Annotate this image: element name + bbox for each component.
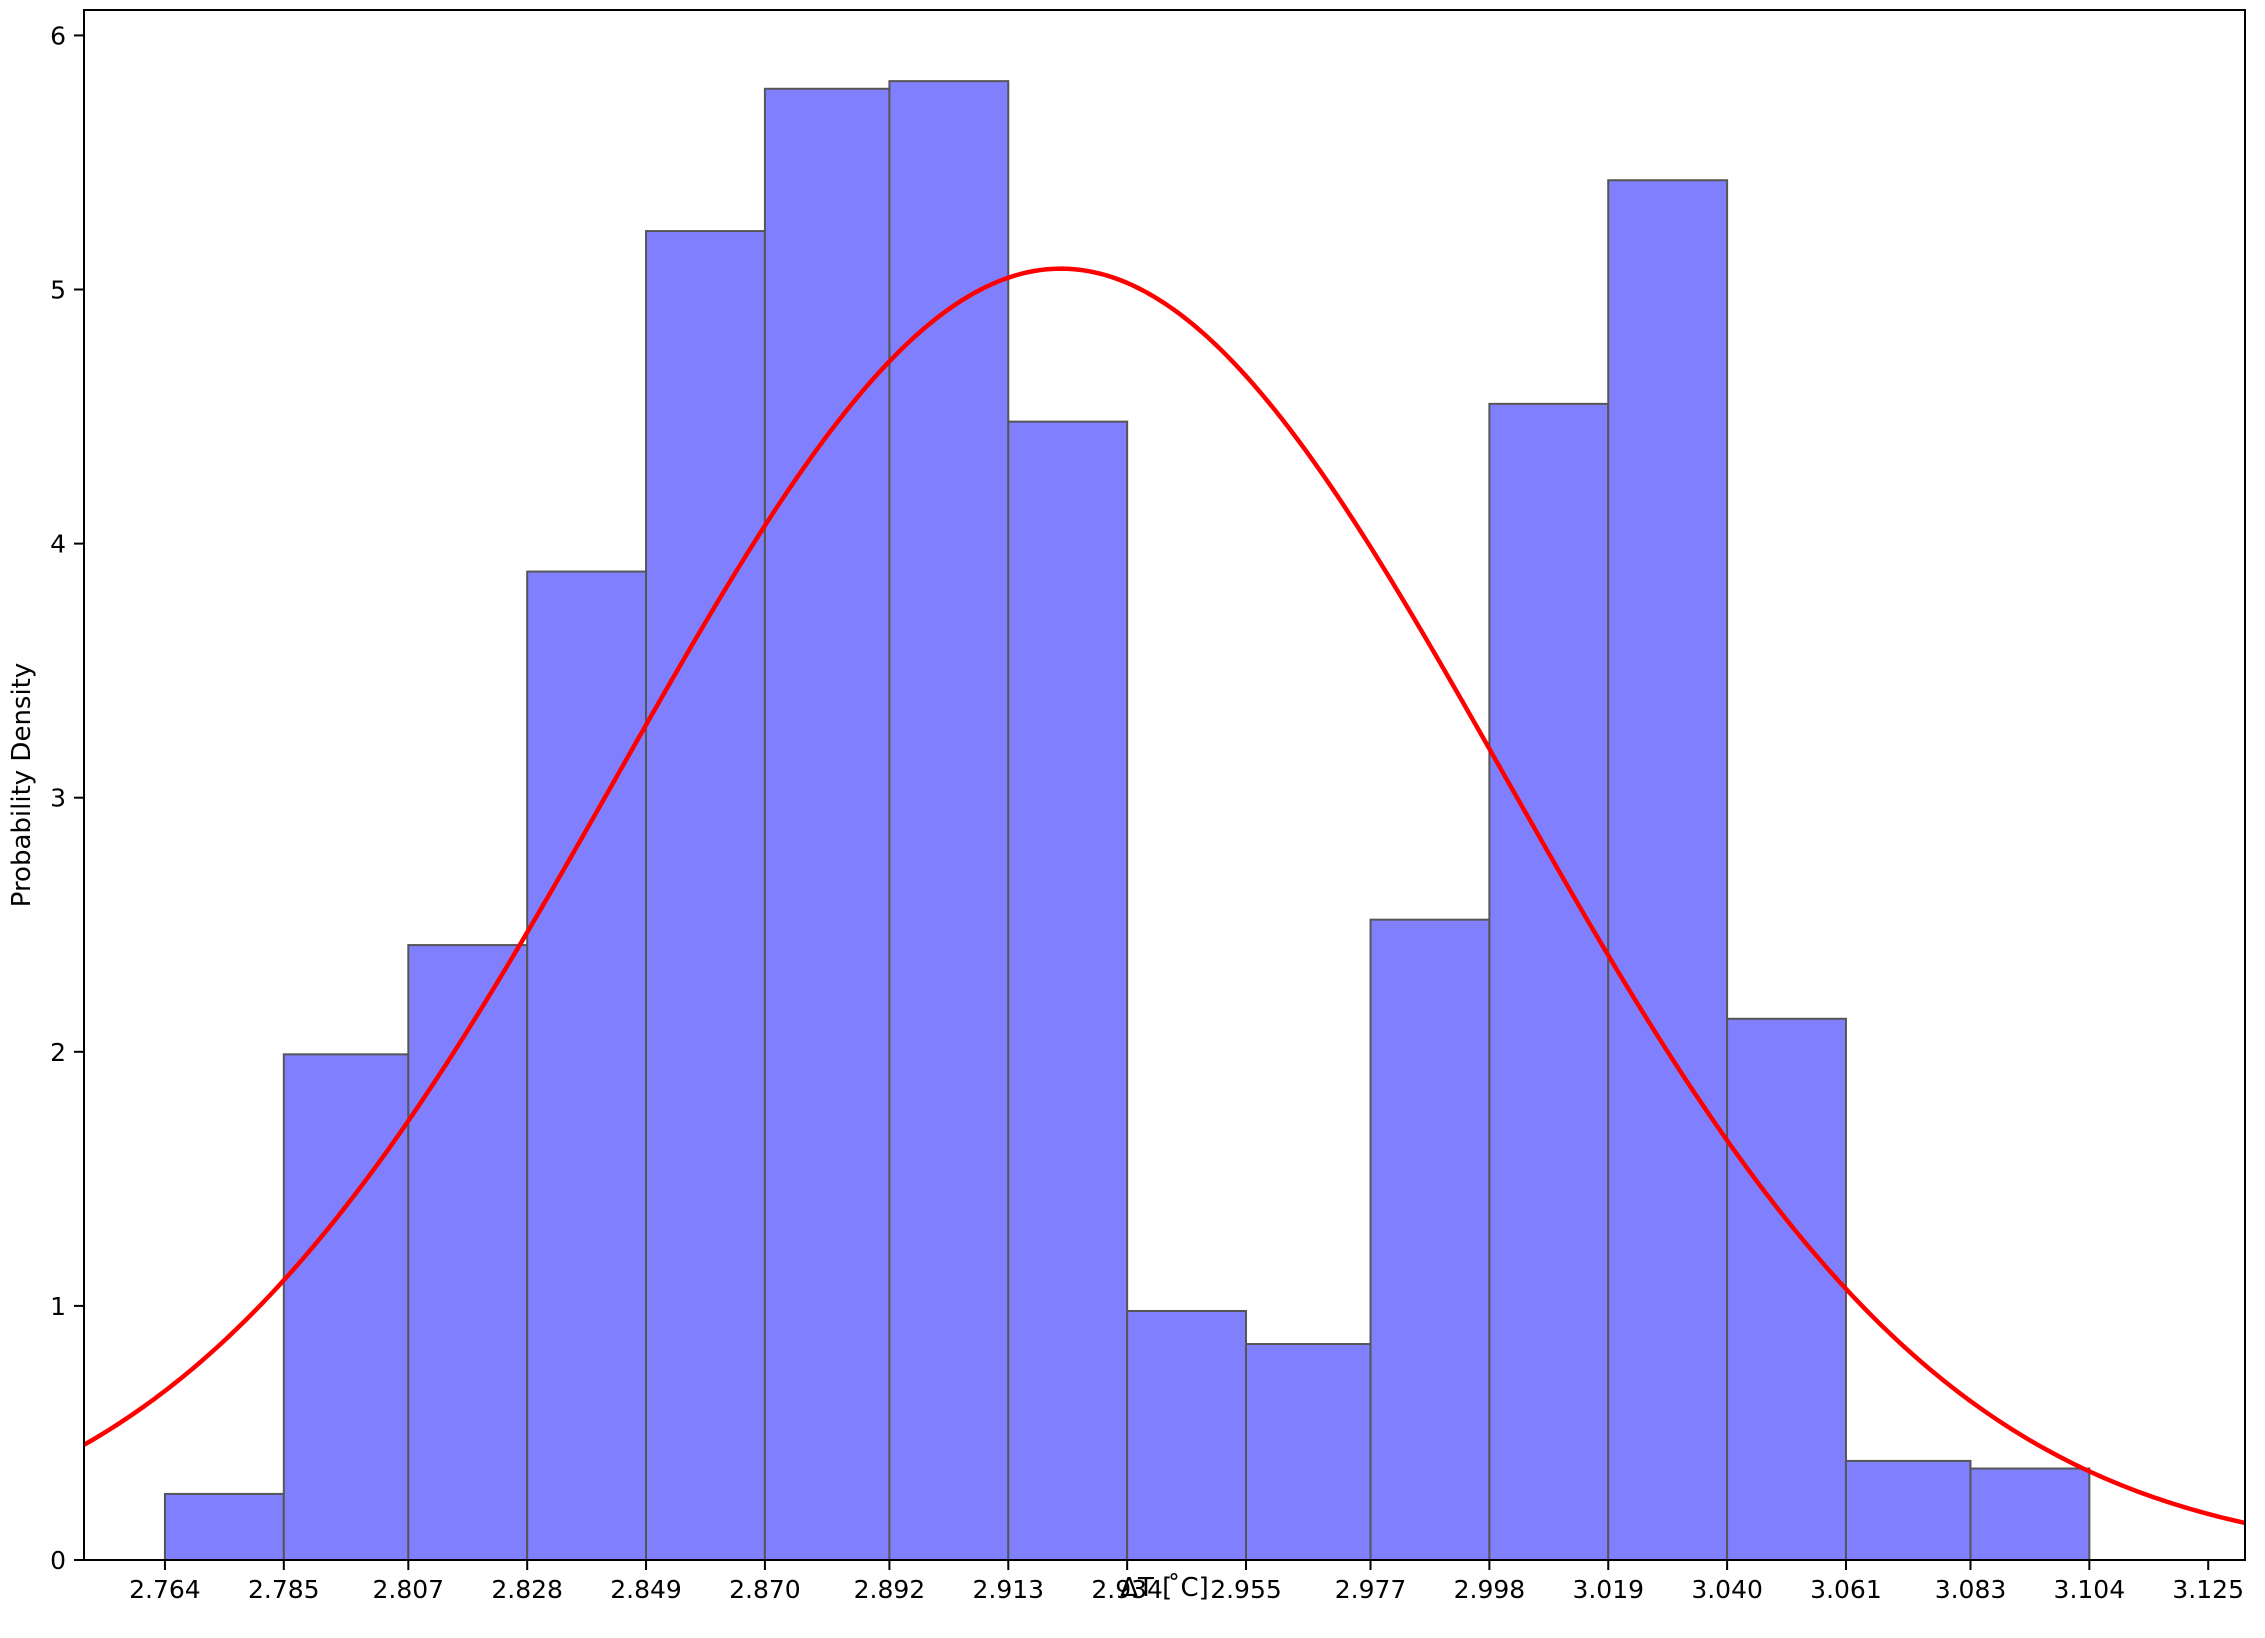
x-axis-ticks: 2.764 2.785 2.807 2.828 2.849 2.870 2.892 2.913… bbox=[129, 1560, 2244, 1604]
x-tick-label: 2.892 bbox=[854, 1575, 926, 1604]
x-tick-label: 3.104 bbox=[2054, 1575, 2126, 1604]
x-tick-label: 3.125 bbox=[2172, 1575, 2244, 1604]
x-tick-label: 3.019 bbox=[1572, 1575, 1644, 1604]
y-tick-label: 0 bbox=[50, 1546, 66, 1575]
histogram-bar bbox=[163, 1492, 285, 1562]
histogram-bar bbox=[1607, 179, 1729, 1562]
histogram-bar bbox=[645, 230, 766, 1562]
y-axis-ticks: 0 1 2 3 4 5 6 bbox=[50, 21, 84, 1575]
y-tick-label: 3 bbox=[50, 784, 66, 813]
histogram-bar bbox=[526, 570, 648, 1561]
histogram-bar bbox=[1245, 1343, 1372, 1561]
y-tick-label: 5 bbox=[50, 276, 66, 305]
y-tick-label: 4 bbox=[50, 530, 66, 559]
histogram-bar bbox=[1488, 402, 1610, 1562]
histogram-bar bbox=[1969, 1467, 2091, 1561]
x-axis-label: ΔT [ ̊C] bbox=[1120, 1573, 1209, 1603]
x-tick-label: 2.785 bbox=[248, 1575, 320, 1604]
histogram-bar bbox=[763, 87, 891, 1561]
histogram-bar bbox=[888, 80, 1010, 1561]
histogram-bar bbox=[1369, 918, 1491, 1561]
y-tick-label: 6 bbox=[50, 21, 66, 50]
x-tick-label: 2.955 bbox=[1210, 1575, 1282, 1604]
x-tick-label: 2.828 bbox=[491, 1575, 563, 1604]
fit-curve-layer bbox=[82, 266, 2246, 1526]
x-tick-label: 2.977 bbox=[1335, 1575, 1407, 1604]
histogram-bar bbox=[282, 1053, 410, 1561]
histogram-bar bbox=[1726, 1017, 1847, 1561]
x-tick-label: 2.998 bbox=[1454, 1575, 1526, 1604]
histogram-bar bbox=[1844, 1459, 1972, 1561]
x-tick-label: 2.870 bbox=[729, 1575, 801, 1604]
plot-frame bbox=[83, 9, 2246, 1561]
x-tick-label: 2.934 bbox=[1091, 1575, 1163, 1604]
y-tick-label: 1 bbox=[50, 1292, 66, 1321]
x-tick-label: 2.913 bbox=[972, 1575, 1044, 1604]
x-tick-label: 2.764 bbox=[129, 1575, 201, 1604]
histogram-bar bbox=[1007, 420, 1129, 1561]
x-tick-label: 2.807 bbox=[373, 1575, 445, 1604]
y-tick-label: 2 bbox=[50, 1038, 66, 1067]
x-tick-label: 3.061 bbox=[1810, 1575, 1882, 1604]
x-tick-label: 3.040 bbox=[1691, 1575, 1763, 1604]
histogram-bars bbox=[163, 80, 2091, 1562]
x-tick-label: 3.083 bbox=[1935, 1575, 2007, 1604]
normal-fit-curve bbox=[82, 266, 2246, 1526]
histogram-bar bbox=[1126, 1309, 1248, 1562]
histogram-bar bbox=[407, 944, 529, 1561]
y-axis-label: Probability Density bbox=[7, 663, 37, 908]
x-tick-label: 2.849 bbox=[610, 1575, 682, 1604]
